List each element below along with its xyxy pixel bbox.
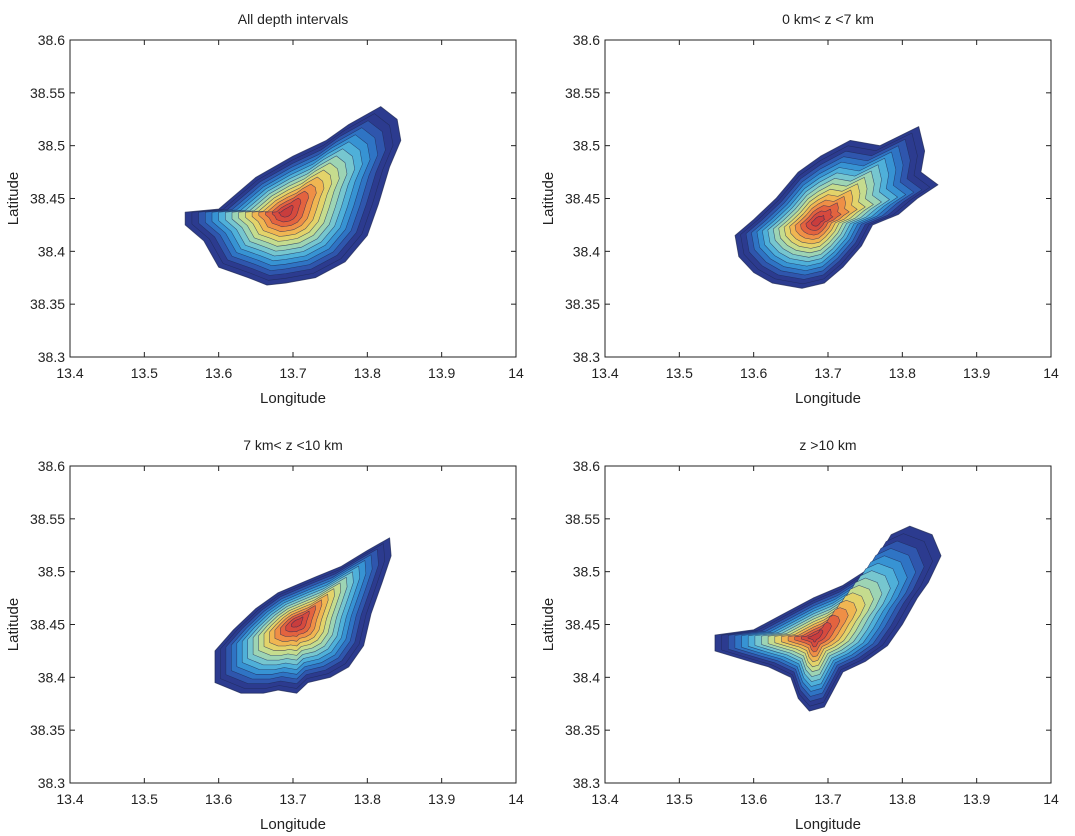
- y-tick-label: 38.4: [573, 243, 600, 259]
- y-tick-label: 38.6: [573, 32, 600, 48]
- x-tick-label: 13.6: [740, 791, 767, 807]
- x-tick-label: 13.4: [591, 791, 618, 807]
- contour-level: [278, 204, 294, 218]
- y-tick-label: 38.45: [565, 191, 600, 207]
- x-tick-label: 13.6: [205, 365, 232, 381]
- x-tick-label: 13.7: [279, 365, 306, 381]
- x-axis-label: Longitude: [795, 816, 861, 833]
- y-tick-label: 38.45: [30, 191, 65, 207]
- panel-4: z >10 km 13.4 13.5 13.6 13.7 13.8 13.9 14 38.3 38…: [540, 437, 1059, 833]
- x-tick-label: 13.9: [428, 365, 455, 381]
- contour-fill: [214, 537, 392, 694]
- contour-fill: [184, 106, 402, 286]
- x-tick-label: 13.6: [205, 791, 232, 807]
- x-tick-label: 13.5: [666, 365, 693, 381]
- x-tick-label: 14: [508, 365, 524, 381]
- y-tick-label: 38.45: [30, 617, 65, 633]
- x-tick-label: 13.7: [814, 365, 841, 381]
- y-tick-label: 38.5: [38, 564, 65, 580]
- x-tick-label: 13.5: [131, 365, 158, 381]
- contour-fill: [734, 126, 939, 289]
- x-tick-label: 13.5: [131, 791, 158, 807]
- x-axis-label: Longitude: [260, 816, 326, 833]
- y-axis-label: Latitude: [5, 598, 22, 651]
- contour-level: [291, 616, 304, 628]
- x-tick-label: 14: [1043, 365, 1059, 381]
- y-tick-label: 38.4: [38, 243, 65, 259]
- y-tick-label: 38.4: [573, 669, 600, 685]
- x-tick-label: 13.4: [56, 365, 83, 381]
- x-tick-label: 13.5: [666, 791, 693, 807]
- y-tick-label: 38.35: [565, 722, 600, 738]
- contour-level: [811, 215, 826, 227]
- y-axis-label: Latitude: [540, 172, 557, 225]
- y-tick-label: 38.55: [30, 511, 65, 527]
- x-tick-label: 14: [1043, 791, 1059, 807]
- panel-title: z >10 km: [799, 437, 856, 453]
- y-tick-label: 38.5: [38, 138, 65, 154]
- y-tick-label: 38.6: [38, 458, 65, 474]
- contour-fill: [714, 525, 942, 712]
- x-tick-label: 13.8: [354, 791, 381, 807]
- y-tick-label: 38.3: [573, 349, 600, 365]
- panel-2: 0 km< z <7 km 13.4 13.5 13.6 13.7 13.8 13.9 14 3…: [540, 11, 1059, 407]
- y-tick-label: 38.55: [30, 85, 65, 101]
- panel-title: 0 km< z <7 km: [782, 11, 874, 27]
- y-tick-label: 38.6: [38, 32, 65, 48]
- x-tick-label: 13.9: [963, 365, 990, 381]
- y-tick-label: 38.3: [573, 775, 600, 791]
- x-tick-label: 13.9: [428, 791, 455, 807]
- y-tick-label: 38.5: [573, 564, 600, 580]
- panel-3: 7 km< z <10 km 13.4 13.5 13.6 13.7 13.8 13.9 14…: [5, 437, 524, 833]
- x-tick-label: 13.8: [889, 365, 916, 381]
- y-tick-label: 38.5: [573, 138, 600, 154]
- panel-1: All depth intervals 13.4 13.5 13.6 13.7 13.8 1…: [5, 11, 524, 407]
- y-axis-label: Latitude: [540, 598, 557, 651]
- x-tick-label: 13.7: [814, 791, 841, 807]
- contour-level: [807, 629, 824, 643]
- y-tick-label: 38.35: [30, 722, 65, 738]
- y-tick-label: 38.35: [565, 296, 600, 312]
- x-tick-label: 13.8: [354, 365, 381, 381]
- x-tick-label: 13.8: [889, 791, 916, 807]
- x-tick-label: 14: [508, 791, 524, 807]
- panel-title: All depth intervals: [238, 11, 349, 27]
- y-tick-label: 38.35: [30, 296, 65, 312]
- y-axis-label: Latitude: [5, 172, 22, 225]
- x-tick-label: 13.6: [740, 365, 767, 381]
- x-axis-label: Longitude: [260, 390, 326, 407]
- x-tick-label: 13.9: [963, 791, 990, 807]
- y-tick-label: 38.3: [38, 775, 65, 791]
- x-axis-label: Longitude: [795, 390, 861, 407]
- y-tick-label: 38.4: [38, 669, 65, 685]
- x-tick-label: 13.7: [279, 791, 306, 807]
- y-tick-label: 38.6: [573, 458, 600, 474]
- y-tick-label: 38.45: [565, 617, 600, 633]
- y-tick-label: 38.55: [565, 85, 600, 101]
- x-tick-label: 13.4: [591, 365, 618, 381]
- x-tick-label: 13.4: [56, 791, 83, 807]
- y-tick-label: 38.55: [565, 511, 600, 527]
- panel-title: 7 km< z <10 km: [243, 437, 343, 453]
- y-tick-label: 38.3: [38, 349, 65, 365]
